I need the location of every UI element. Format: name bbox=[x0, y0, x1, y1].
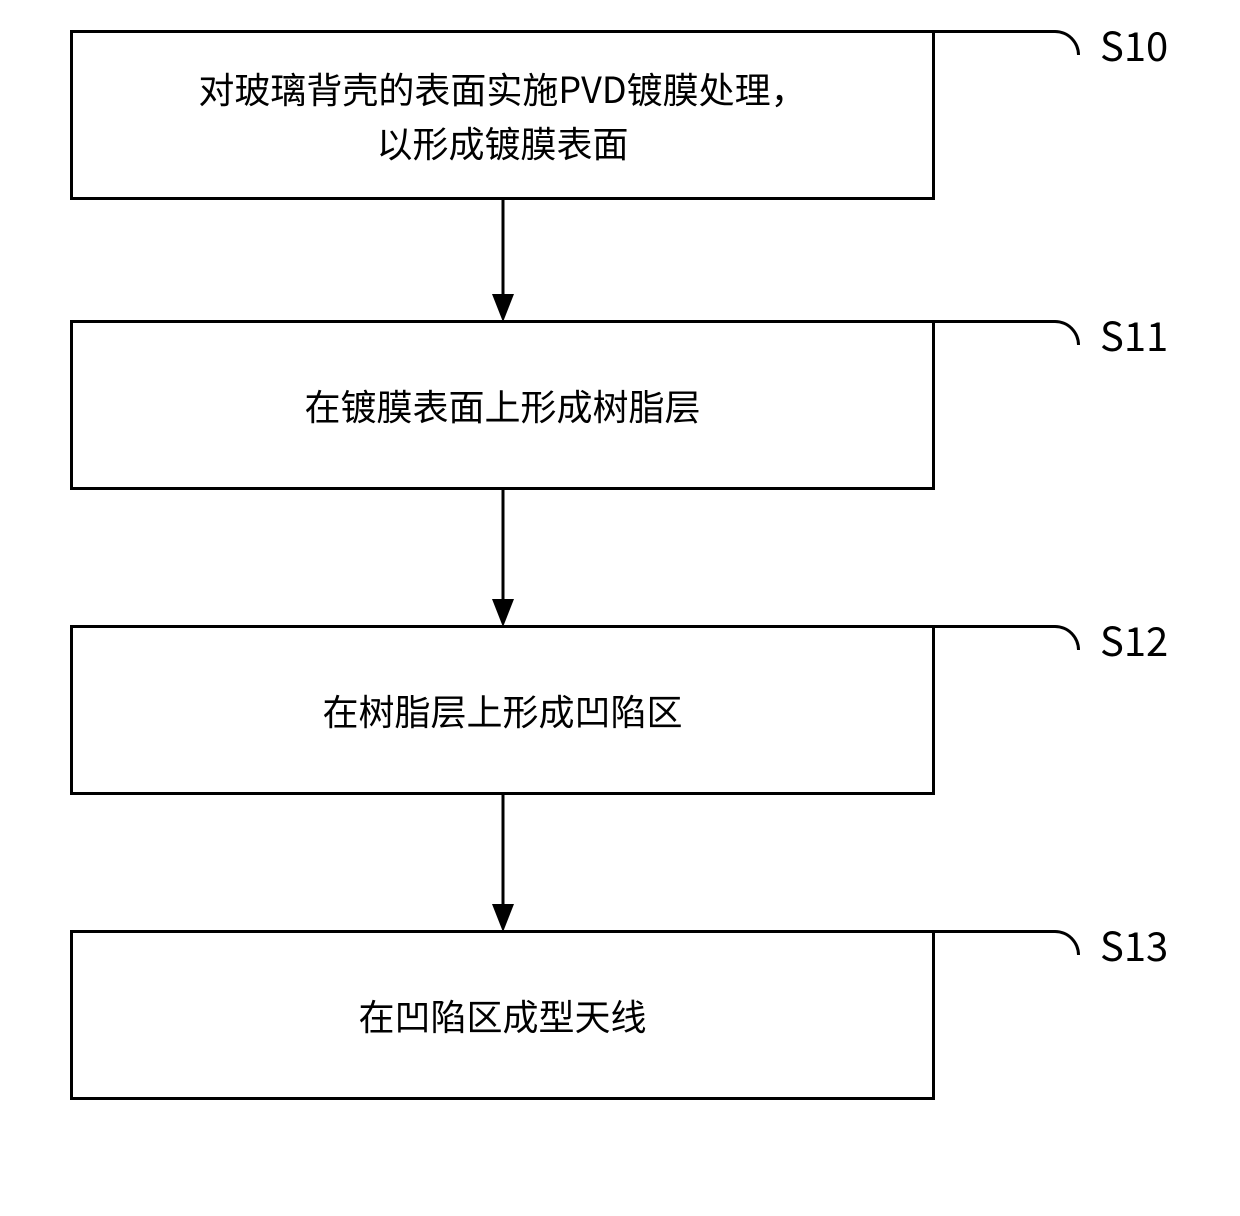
step-text-s13: 在凹陷区成型天线 bbox=[358, 988, 646, 1042]
arrow-s10-s11 bbox=[490, 200, 516, 322]
step-label-s10: S10 bbox=[1100, 15, 1168, 73]
step-text-s11: 在镀膜表面上形成树脂层 bbox=[304, 378, 700, 432]
step-label-s11: S11 bbox=[1100, 305, 1168, 363]
step-text-s12: 在树脂层上形成凹陷区 bbox=[322, 683, 682, 737]
flowchart-canvas: 对玻璃背壳的表面实施PVD镀膜处理， 以形成镀膜表面 S10 在镀膜表面上形成树… bbox=[0, 0, 1240, 1216]
arrow-s11-s12 bbox=[490, 490, 516, 627]
step-box-s12: 在树脂层上形成凹陷区 bbox=[70, 625, 935, 795]
step-box-s11: 在镀膜表面上形成树脂层 bbox=[70, 320, 935, 490]
step-label-s12: S12 bbox=[1100, 610, 1168, 668]
leader-s10 bbox=[935, 30, 1080, 55]
leader-s11 bbox=[935, 320, 1080, 345]
step-label-s13: S13 bbox=[1100, 915, 1168, 973]
step-text-s10: 对玻璃背壳的表面实施PVD镀膜处理， 以形成镀膜表面 bbox=[198, 61, 806, 169]
step-box-s10: 对玻璃背壳的表面实施PVD镀膜处理， 以形成镀膜表面 bbox=[70, 30, 935, 200]
arrow-s12-s13 bbox=[490, 795, 516, 932]
leader-s12 bbox=[935, 625, 1080, 650]
leader-s13 bbox=[935, 930, 1080, 955]
step-box-s13: 在凹陷区成型天线 bbox=[70, 930, 935, 1100]
